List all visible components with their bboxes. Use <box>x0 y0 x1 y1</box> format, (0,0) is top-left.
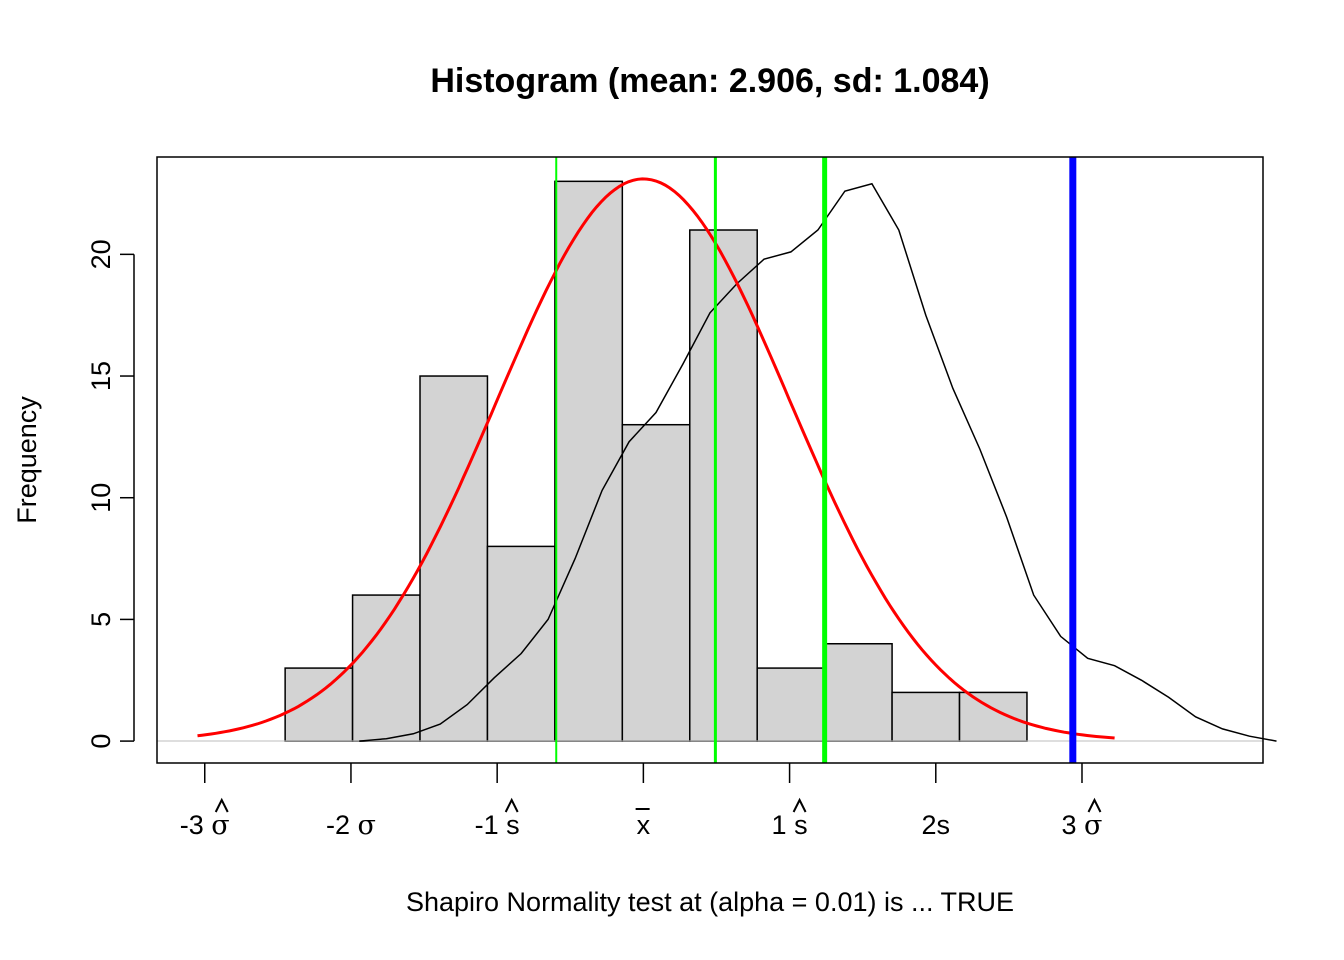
y-tick-label: 5 <box>86 612 116 627</box>
histogram-bar <box>689 229 758 742</box>
x-tick-label: 3 σ <box>1062 810 1103 841</box>
histogram-bar <box>756 667 826 742</box>
y-axis: 0 5 10 15 20 <box>86 239 135 749</box>
x-tick-label: 1 s <box>772 810 808 840</box>
hat-accent <box>214 797 229 813</box>
x-axis: -3 σ -2 σ -1 s x 1 s 2s 3 σ <box>180 763 1103 841</box>
reference-lines <box>555 157 1077 763</box>
y-tick-label: 15 <box>86 361 116 391</box>
density-curve <box>359 182 1277 742</box>
histogram-bar <box>958 691 1028 742</box>
y-axis-label: Frequency <box>12 396 42 524</box>
normal-curve <box>197 177 1115 740</box>
histogram-bar <box>891 691 961 742</box>
histogram-bars <box>284 180 1028 742</box>
y-tick-label: 0 <box>86 734 116 749</box>
histogram-bar <box>351 594 421 742</box>
hat-accent <box>792 797 807 813</box>
histogram-bar <box>554 180 624 742</box>
x-axis-label: Shapiro Normality test at (alpha = 0.01)… <box>406 887 1014 917</box>
histogram-bar <box>284 667 354 742</box>
hat-accent <box>1087 797 1102 813</box>
hat-accent <box>504 797 519 813</box>
plot-frame <box>156 156 1264 764</box>
y-tick-label: 20 <box>86 239 116 269</box>
chart-title: Histogram (mean: 2.906, sd: 1.084) <box>430 62 989 100</box>
histogram-bar <box>823 642 893 742</box>
x-tick-label: -1 s <box>475 810 520 840</box>
y-tick-label: 10 <box>86 483 116 513</box>
histogram-bar <box>621 423 691 742</box>
x-tick-label: x <box>637 810 651 840</box>
histogram-bar <box>486 545 556 742</box>
histogram-bar <box>419 375 489 742</box>
x-tick-label: -3 σ <box>180 810 230 841</box>
x-tick-label: -2 σ <box>326 810 376 841</box>
x-tick-label: 2s <box>922 810 951 840</box>
